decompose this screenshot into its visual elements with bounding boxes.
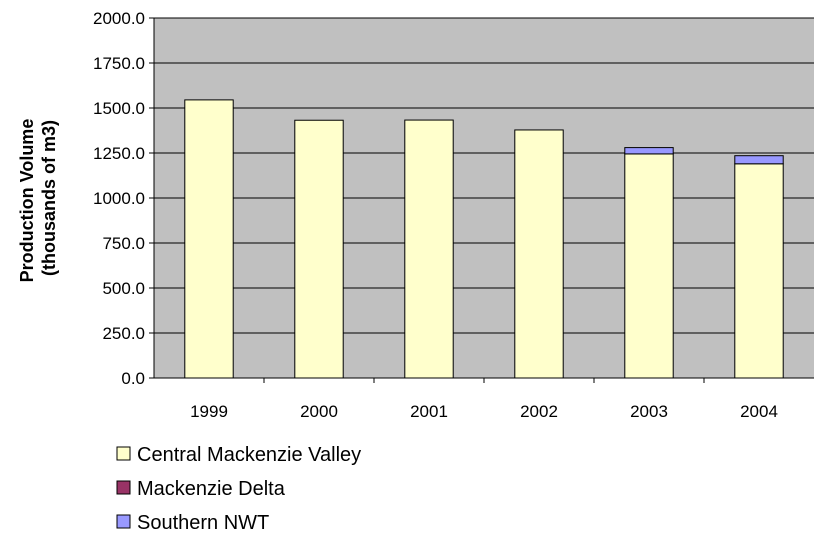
bar-central-mackenzie-valley-2001 [404,119,454,379]
y-tick-label: 0.0 [121,369,145,388]
y-tick-label: 250.0 [102,324,145,343]
bar-southern-nwt-2003 [624,147,674,155]
bar-central-mackenzie-valley-2002 [514,129,564,379]
x-tick-labels: 1999 2000 2001 2002 2003 2004 [190,378,778,421]
legend: Central Mackenzie Valley Mackenzie Delta S… [116,444,361,534]
x-tick-label: 2002 [520,402,558,421]
y-tick-label: 2000.0 [93,9,145,28]
legend-label: Mackenzie Delta [137,478,286,500]
legend-label: Southern NWT [137,512,269,534]
legend-swatch [116,446,131,461]
y-tick-label: 1500.0 [93,99,145,118]
y-tick-label: 750.0 [102,234,145,253]
bars [184,99,784,379]
x-tick-label: 2003 [630,402,668,421]
x-tick-label: 1999 [190,402,228,421]
bar-central-mackenzie-valley-2004 [734,163,784,379]
bar-southern-nwt-2004 [734,155,784,165]
y-tick-labels: 0.0 250.0 500.0 750.0 1000.0 1250.0 1500.0 1750… [93,9,154,388]
legend-swatch [116,480,131,495]
bar-central-mackenzie-valley-2003 [624,153,674,379]
gridlines [154,17,814,334]
y-axis-title-line-2: (thousands of m3) [39,120,59,276]
y-tick-label: 1750.0 [93,54,145,73]
x-tick-label: 2004 [740,402,778,421]
legend-label: Central Mackenzie Valley [137,444,361,466]
y-tick-label: 1000.0 [93,189,145,208]
legend-swatch [116,514,131,529]
y-axis-title-line-1: Production Volume [17,119,37,283]
bar-central-mackenzie-valley-1999 [184,99,234,379]
x-tick-label: 2001 [410,402,448,421]
y-tick-label: 500.0 [102,279,145,298]
x-tick-label: 2000 [300,402,338,421]
bar-central-mackenzie-valley-2000 [294,119,344,379]
y-axis-title: Production Volume (thousands of m3) [17,114,59,283]
y-tick-label: 1250.0 [93,144,145,163]
